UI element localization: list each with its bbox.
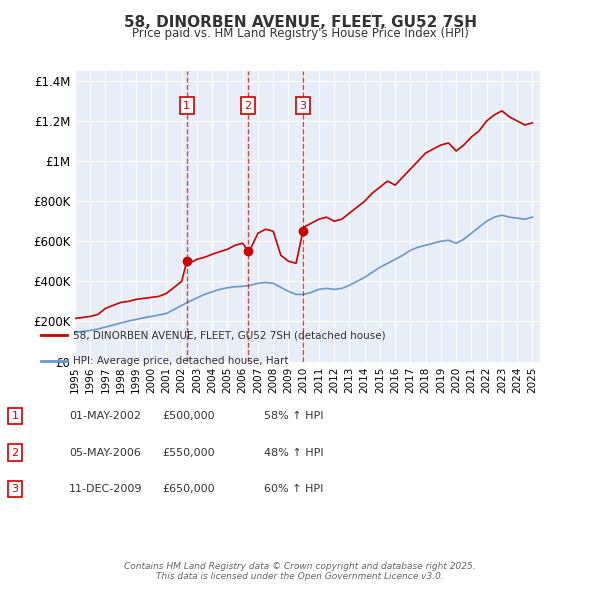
Text: 1: 1: [11, 411, 19, 421]
Text: 58% ↑ HPI: 58% ↑ HPI: [264, 411, 323, 421]
Text: Price paid vs. HM Land Registry's House Price Index (HPI): Price paid vs. HM Land Registry's House …: [131, 27, 469, 40]
Text: 3: 3: [299, 101, 307, 111]
Text: Contains HM Land Registry data © Crown copyright and database right 2025.
This d: Contains HM Land Registry data © Crown c…: [124, 562, 476, 581]
Text: HPI: Average price, detached house, Hart: HPI: Average price, detached house, Hart: [73, 356, 288, 366]
Text: 2: 2: [11, 448, 19, 457]
Text: 2: 2: [244, 101, 251, 111]
Text: 3: 3: [11, 484, 19, 494]
Text: 48% ↑ HPI: 48% ↑ HPI: [264, 448, 323, 457]
Text: 58, DINORBEN AVENUE, FLEET, GU52 7SH (detached house): 58, DINORBEN AVENUE, FLEET, GU52 7SH (de…: [73, 330, 385, 340]
Text: 58, DINORBEN AVENUE, FLEET, GU52 7SH: 58, DINORBEN AVENUE, FLEET, GU52 7SH: [124, 15, 476, 30]
Text: 60% ↑ HPI: 60% ↑ HPI: [264, 484, 323, 494]
Text: 1: 1: [183, 101, 190, 111]
Text: 05-MAY-2006: 05-MAY-2006: [69, 448, 141, 457]
Text: £500,000: £500,000: [162, 411, 215, 421]
Text: 01-MAY-2002: 01-MAY-2002: [69, 411, 141, 421]
Text: £550,000: £550,000: [162, 448, 215, 457]
Text: £650,000: £650,000: [162, 484, 215, 494]
Text: 11-DEC-2009: 11-DEC-2009: [69, 484, 143, 494]
